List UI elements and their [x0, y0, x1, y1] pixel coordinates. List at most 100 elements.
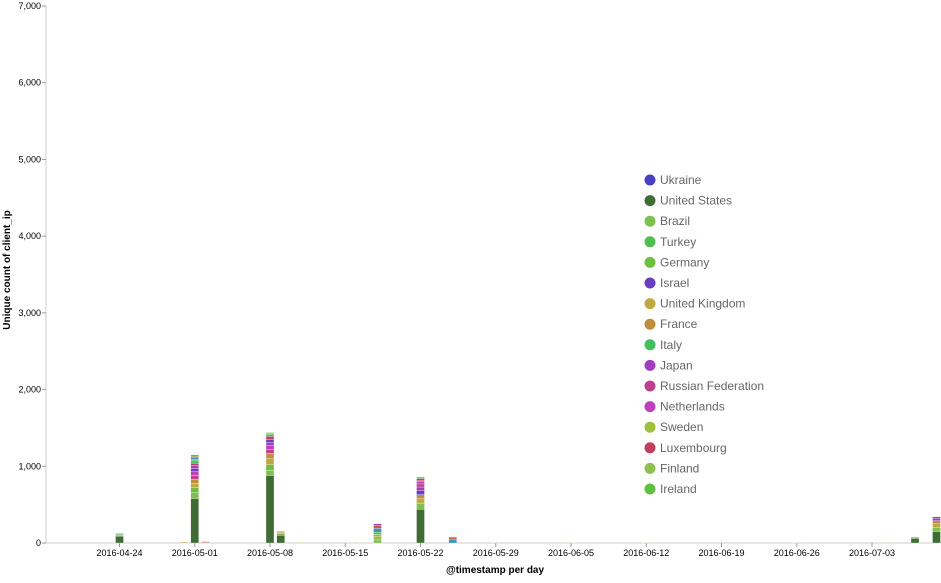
- bar-segment[interactable]: [115, 535, 124, 544]
- bar-segment[interactable]: [190, 483, 199, 488]
- bar-segment[interactable]: [932, 516, 941, 519]
- bar-segment[interactable]: [190, 459, 199, 462]
- legend-item[interactable]: Japan: [644, 358, 693, 372]
- bar-segment[interactable]: [115, 532, 124, 534]
- bar-segment[interactable]: [265, 469, 275, 476]
- bar-segment[interactable]: [190, 487, 199, 493]
- bar-stack[interactable]: [351, 542, 361, 544]
- bar-segment[interactable]: [190, 465, 199, 469]
- legend-item[interactable]: Sweden: [644, 420, 704, 434]
- bar-segment[interactable]: [265, 449, 275, 454]
- bar-stack[interactable]: [878, 542, 887, 544]
- bar-segment[interactable]: [373, 528, 382, 533]
- legend-item[interactable]: Italy: [644, 338, 683, 352]
- bar-segment[interactable]: [932, 527, 941, 532]
- bar-stack[interactable]: [190, 454, 199, 544]
- bar-stack[interactable]: [566, 542, 576, 544]
- bar-segment[interactable]: [265, 453, 275, 459]
- bar-segment[interactable]: [276, 531, 285, 533]
- bar-segment[interactable]: [190, 454, 199, 457]
- bar-segment[interactable]: [265, 445, 275, 450]
- legend-item[interactable]: United States: [644, 194, 733, 208]
- bar-segment[interactable]: [416, 481, 425, 485]
- bar-segment[interactable]: [448, 537, 457, 540]
- bar-stack[interactable]: [298, 542, 307, 544]
- bar-segment[interactable]: [265, 475, 275, 544]
- bar-stack[interactable]: [115, 532, 124, 544]
- bar-segment[interactable]: [373, 534, 382, 538]
- bar-segment[interactable]: [190, 457, 199, 460]
- legend-item[interactable]: France: [644, 317, 698, 331]
- bar-segment[interactable]: [932, 531, 941, 544]
- legend-item[interactable]: Turkey: [644, 235, 697, 249]
- bar-segment[interactable]: [190, 460, 199, 464]
- bar-stack[interactable]: [179, 542, 189, 544]
- legend-item[interactable]: Brazil: [644, 214, 691, 228]
- bar-segment[interactable]: [416, 476, 425, 479]
- legend-item[interactable]: Russian Federation: [644, 379, 765, 393]
- bar-segment[interactable]: [792, 542, 801, 544]
- legend-item[interactable]: Netherlands: [644, 400, 725, 414]
- bar-stack[interactable]: [491, 542, 500, 544]
- bar-segment[interactable]: [932, 518, 941, 521]
- bar-segment[interactable]: [265, 436, 275, 440]
- bar-stack[interactable]: [448, 536, 457, 544]
- bar-stack[interactable]: [416, 476, 425, 544]
- legend-item[interactable]: Finland: [644, 461, 700, 475]
- bar-segment[interactable]: [932, 520, 941, 524]
- bar-segment[interactable]: [190, 468, 199, 472]
- bar-segment[interactable]: [190, 498, 199, 544]
- bar-segment[interactable]: [298, 542, 307, 544]
- bar-segment[interactable]: [373, 525, 382, 529]
- bar-segment[interactable]: [932, 523, 941, 528]
- bar-segment[interactable]: [190, 471, 199, 476]
- bar-segment[interactable]: [416, 483, 425, 488]
- bar-segment[interactable]: [910, 536, 920, 538]
- bar-stack[interactable]: [642, 542, 651, 544]
- bar-segment[interactable]: [373, 536, 382, 541]
- legend-item[interactable]: United Kingdom: [644, 297, 746, 311]
- bar-segment[interactable]: [190, 463, 199, 466]
- legend-item[interactable]: Israel: [644, 276, 690, 290]
- bar-segment[interactable]: [878, 542, 887, 544]
- bar-segment[interactable]: [416, 486, 425, 491]
- legend-item[interactable]: Ireland: [644, 482, 697, 496]
- bar-stack[interactable]: [910, 536, 920, 544]
- bar-segment[interactable]: [910, 538, 920, 544]
- legend-item[interactable]: Germany: [644, 255, 710, 269]
- bar-segment[interactable]: [265, 433, 275, 437]
- bar-segment[interactable]: [276, 535, 285, 544]
- legend-item[interactable]: Ukraine: [644, 173, 702, 187]
- bar-segment[interactable]: [190, 456, 199, 458]
- bar-segment[interactable]: [373, 532, 382, 535]
- bar-segment[interactable]: [265, 464, 275, 471]
- bar-segment[interactable]: [373, 539, 382, 544]
- bar-segment[interactable]: [265, 442, 275, 446]
- bar-segment[interactable]: [566, 542, 576, 544]
- bar-stack[interactable]: [276, 531, 285, 544]
- bar-segment[interactable]: [179, 542, 189, 544]
- legend[interactable]: Ukraine United States Brazil Turkey Germany I…: [644, 173, 765, 496]
- bar-stack[interactable]: [792, 542, 801, 544]
- bar-segment[interactable]: [265, 458, 275, 465]
- bar-segment[interactable]: [190, 475, 199, 480]
- bar-segment[interactable]: [276, 532, 285, 534]
- bar-segment[interactable]: [373, 523, 382, 526]
- bar-segment[interactable]: [491, 542, 500, 544]
- bar-segment[interactable]: [351, 542, 361, 544]
- bar-segment[interactable]: [276, 533, 285, 536]
- bar-stack[interactable]: [201, 541, 210, 544]
- bar-segment[interactable]: [265, 432, 275, 434]
- bar-segment[interactable]: [190, 479, 199, 484]
- bar-segment[interactable]: [448, 539, 457, 544]
- bar-stack[interactable]: [932, 516, 941, 544]
- bar-segment[interactable]: [265, 439, 275, 443]
- legend-item[interactable]: Luxembourg: [644, 441, 727, 455]
- bar-stack[interactable]: [373, 523, 382, 544]
- bar-segment[interactable]: [416, 509, 425, 544]
- bar-segment[interactable]: [201, 541, 210, 543]
- bar-segment[interactable]: [416, 502, 425, 510]
- bar-segment[interactable]: [642, 542, 651, 544]
- bar-segment[interactable]: [416, 478, 425, 481]
- bar-segment[interactable]: [416, 479, 425, 482]
